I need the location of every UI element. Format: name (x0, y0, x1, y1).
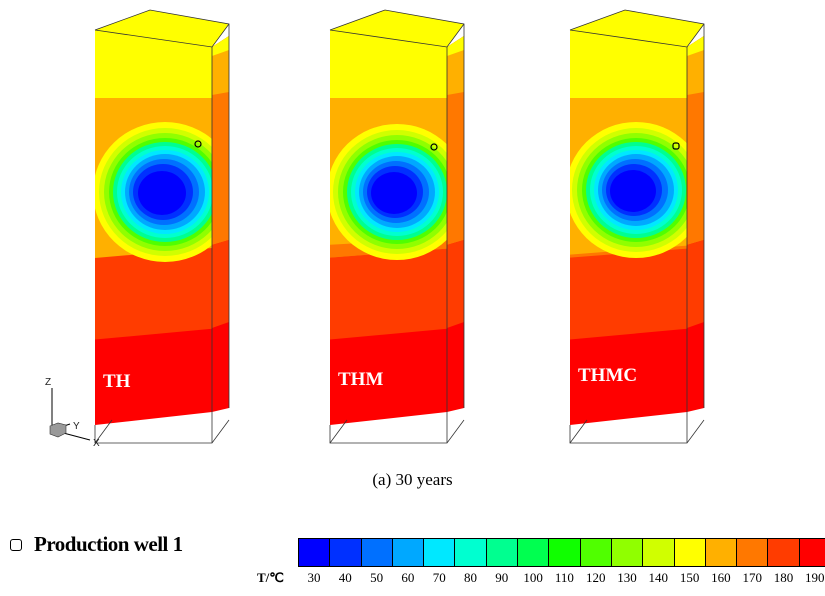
colorbar-tick-label: 100 (523, 570, 543, 585)
colorbar-tick-label: 120 (585, 570, 606, 585)
axis-triad: Z Y X (45, 377, 100, 449)
panel-thmc: THMC (569, 9, 705, 444)
colorbar-tick-label: 70 (432, 570, 446, 585)
colorbar-cell (737, 539, 769, 566)
colorbar-ticks: 30 40 50 60 70 80 90 100 110 120 130 140 150 160 170 18… (300, 570, 825, 586)
panel-th-box-edges (94, 9, 230, 444)
colorbar-tick-label: 90 (495, 570, 509, 585)
panel-th-cold-plume (95, 122, 212, 262)
colorbar-cell (518, 539, 550, 566)
colorbar-cell (299, 539, 331, 566)
panel-thm: THM (329, 9, 465, 444)
colorbar-unit-label: T/℃ (257, 570, 284, 585)
axis-z-label: Z (45, 377, 51, 388)
colorbar-tick-label: 150 (679, 570, 700, 585)
colorbar-tick-label: 110 (554, 570, 574, 585)
colorbar-cell (455, 539, 487, 566)
panel-th: TH (94, 9, 230, 444)
colorbar-tick-label: 40 (338, 570, 352, 585)
panel-th-top-face (95, 10, 229, 47)
production-well-legend: Production well 1 (10, 532, 183, 557)
colorbar-cell (486, 539, 519, 566)
colorbar-tick-label: 60 (401, 570, 415, 585)
panel-thm-cold-plume (330, 124, 447, 260)
colorbar-tick-label: 180 (773, 570, 794, 585)
colorbar-cell (611, 539, 644, 566)
colorbar-tick-label: 190 (805, 570, 825, 585)
colorbar-cell (424, 539, 456, 566)
colorbar-cell (392, 539, 425, 566)
panel-thmc-production-well-marker (672, 142, 680, 150)
colorbar-tick-label: 50 (370, 570, 384, 585)
axis-triad-cube-icon (49, 422, 67, 438)
axis-y-label: Y (73, 421, 80, 432)
colorbar-cell (674, 539, 706, 566)
colorbar-tick-label: 30 (307, 570, 321, 585)
panel-thm-production-well-marker (430, 143, 438, 151)
colorbar-cell (799, 539, 825, 566)
panel-thmc-cold-plume (570, 122, 687, 258)
colorbar-cell (549, 539, 581, 566)
colorbar-tick-label: 80 (464, 570, 477, 585)
production-well-legend-marker-icon (10, 538, 22, 551)
temperature-colorbar (298, 538, 825, 567)
colorbar-cell (643, 539, 675, 566)
production-well-legend-label: Production well 1 (34, 532, 183, 556)
colorbar-cell (580, 539, 612, 566)
panel-thmc-label: THMC (578, 365, 637, 386)
colorbar-tick-label: 170 (742, 570, 762, 585)
colorbar-cell (768, 539, 800, 566)
colorbar-cell (705, 539, 738, 566)
panel-thm-label: THM (338, 369, 383, 390)
colorbar-tick-label: 160 (711, 570, 731, 585)
colorbar-cell (330, 539, 362, 566)
panel-th-production-well-marker (194, 140, 202, 148)
colorbar-tick-label: 140 (648, 570, 669, 585)
panel-th-label: TH (103, 371, 131, 392)
colorbar-cell (361, 539, 393, 566)
figure-caption: (a) 30 years (372, 470, 453, 489)
colorbar-tick-label: 130 (617, 570, 637, 585)
axis-x-label: X (93, 438, 100, 449)
